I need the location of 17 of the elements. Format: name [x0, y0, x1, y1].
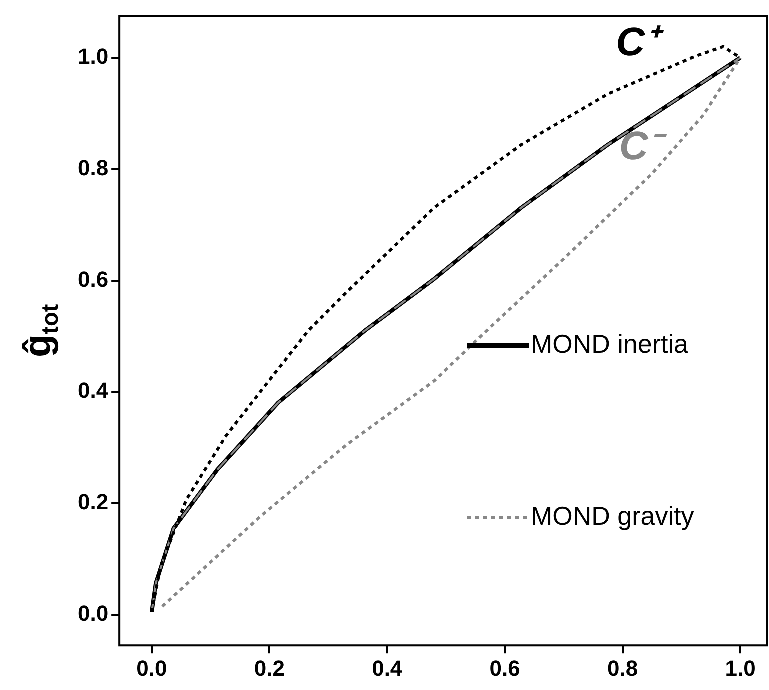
annotation: C⁻	[619, 124, 668, 168]
y-tick-label: 1.0	[78, 44, 109, 70]
y-tick-label: 0.0	[78, 601, 109, 626]
x-tick-label: 0.0	[136, 656, 168, 681]
y-tick-label: 0.2	[78, 490, 109, 515]
x-tick-label: 1.0	[725, 656, 756, 681]
annotation: C⁺	[616, 20, 665, 65]
y-axis-title: ĝtot	[17, 304, 63, 358]
x-tick-label: 0.4	[372, 656, 404, 681]
y-tick-label: 0.6	[78, 266, 109, 292]
x-tick-label: 0.6	[490, 656, 520, 681]
legend-label: MOND inertia	[531, 328, 690, 359]
x-tick-label: 0.2	[254, 656, 285, 681]
legend-label: MOND gravity	[531, 500, 694, 531]
y-tick-label: 0.8	[78, 155, 109, 180]
x-tick-label: 0.8	[608, 656, 638, 681]
y-tick-label: 0.4	[78, 378, 110, 404]
